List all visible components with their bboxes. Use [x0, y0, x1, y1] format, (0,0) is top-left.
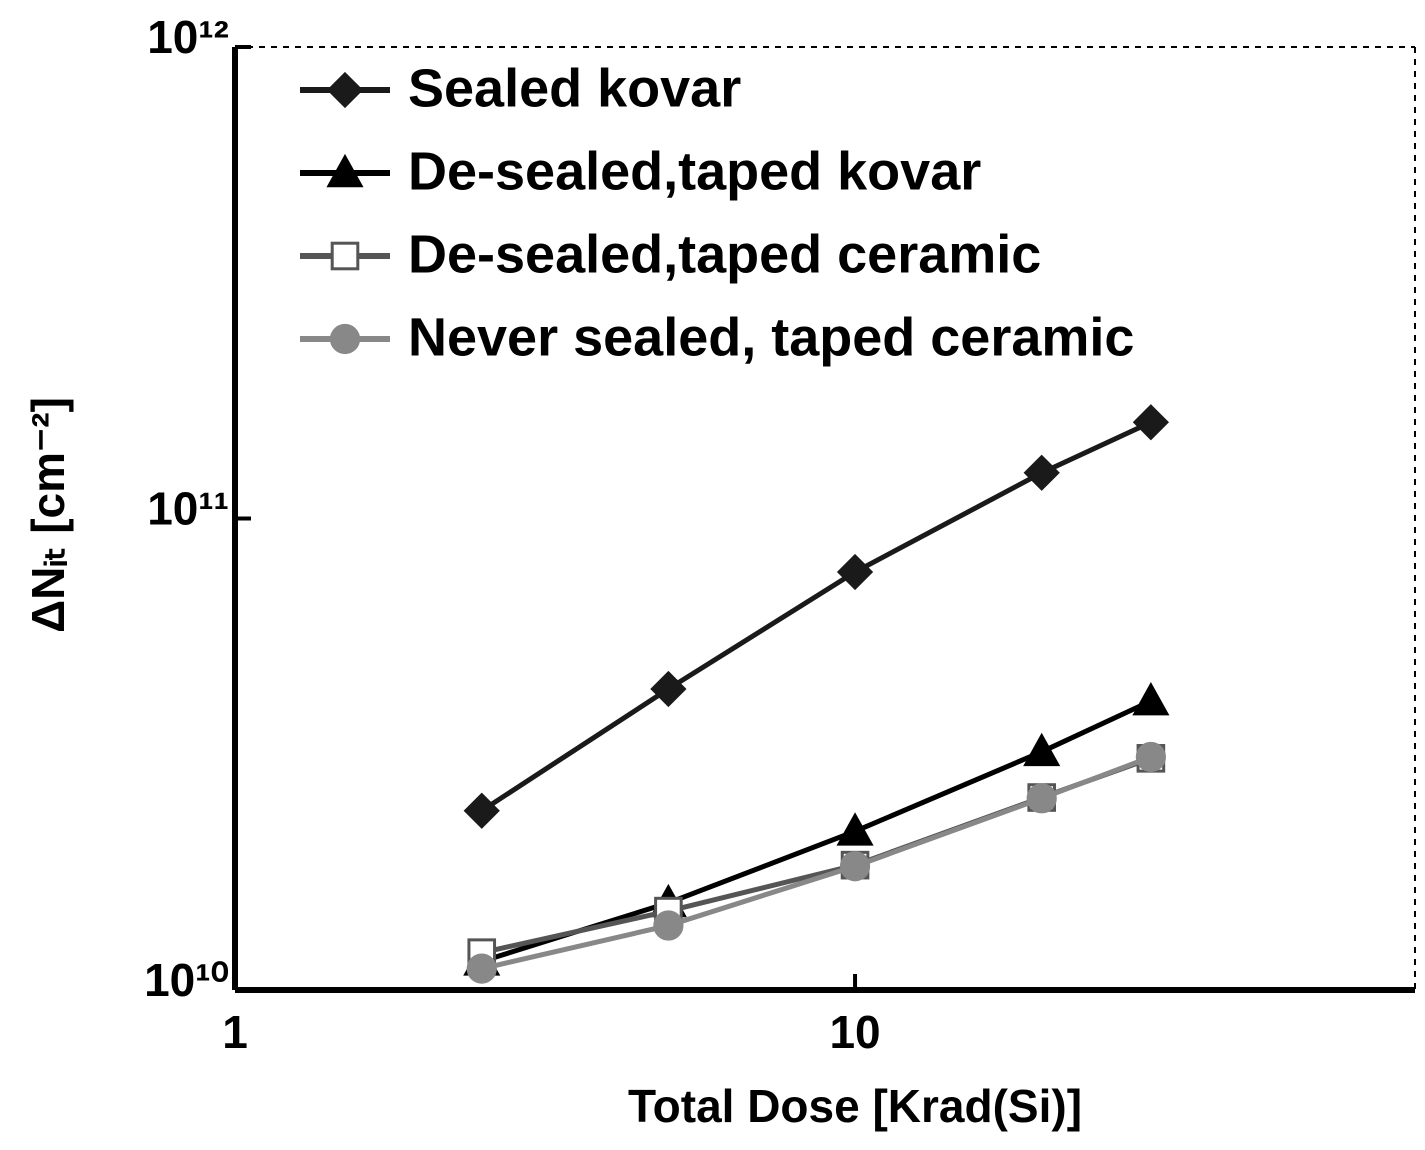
x-tick-label: 1	[222, 1006, 248, 1058]
marker-diamond	[836, 553, 874, 591]
y-tick-label: 10¹¹	[147, 483, 229, 535]
legend-label: De-sealed,taped ceramic	[408, 224, 1041, 284]
y-tick-label: 10¹⁰	[144, 954, 229, 1006]
legend-label: Sealed kovar	[408, 58, 741, 118]
marker-circle	[839, 851, 871, 882]
marker-triangle	[836, 812, 874, 846]
legend-marker	[329, 323, 361, 355]
marker-diamond	[1023, 454, 1060, 491]
y-axis-label: ΔNᵢₜ [cm⁻²]	[22, 397, 74, 633]
legend-marker	[330, 241, 360, 271]
x-tick-label: 10	[829, 1006, 880, 1058]
legend-label: Never sealed, taped ceramic	[408, 307, 1134, 367]
marker-circle	[1135, 741, 1166, 773]
marker-diamond	[650, 670, 687, 708]
marker-circle	[1026, 783, 1057, 814]
marker-circle	[466, 953, 497, 984]
y-tick-label: 10¹²	[147, 11, 229, 63]
x-axis-label: Total Dose [Krad(Si)]	[628, 1080, 1082, 1132]
marker-circle	[653, 910, 684, 941]
marker-diamond	[1132, 404, 1170, 441]
series-line	[480, 698, 1152, 964]
marker-diamond	[463, 792, 500, 829]
marker-triangle	[1132, 681, 1170, 716]
legend-label: De-sealed,taped kovar	[408, 141, 981, 201]
marker-triangle	[1023, 732, 1061, 767]
legend-marker	[326, 71, 364, 109]
legend-marker	[326, 153, 364, 188]
